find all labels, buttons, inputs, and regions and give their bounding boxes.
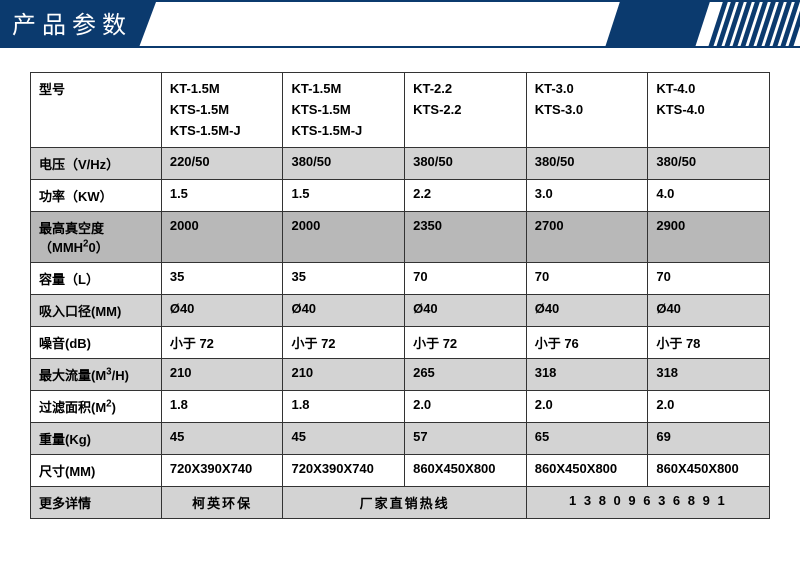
cell: 小于 72	[161, 327, 283, 359]
cell: 2.0	[405, 391, 527, 423]
cell: 2900	[648, 212, 770, 263]
page-title: 产品参数	[0, 2, 156, 48]
cell: 380/50	[526, 148, 648, 180]
cell: 220/50	[161, 148, 283, 180]
cell: 小于 76	[526, 327, 648, 359]
cell: 720X390X740	[161, 455, 283, 487]
label-size: 尺寸(MM)	[31, 455, 162, 487]
row-filter: 过滤面积(M2) 1.8 1.8 2.0 2.0 2.0	[31, 391, 770, 423]
cell-model-5: KT-4.0KTS-4.0	[648, 73, 770, 148]
row-power: 功率（KW） 1.5 1.5 2.2 3.0 4.0	[31, 180, 770, 212]
cell: 4.0	[648, 180, 770, 212]
cell: 380/50	[648, 148, 770, 180]
row-more: 更多详情 柯英环保 厂家直销热线 1 3 8 0 9 6 3 6 8 9 1	[31, 487, 770, 519]
row-size: 尺寸(MM) 720X390X740 720X390X740 860X450X8…	[31, 455, 770, 487]
footer-brand: 柯英环保	[161, 487, 283, 519]
cell: 35	[161, 263, 283, 295]
cell: 小于 78	[648, 327, 770, 359]
label-flow: 最大流量(M3/H)	[31, 359, 162, 391]
cell: 小于 72	[283, 327, 405, 359]
cell: Ø40	[526, 295, 648, 327]
cell: 2.0	[648, 391, 770, 423]
cell: Ø40	[648, 295, 770, 327]
cell: 380/50	[405, 148, 527, 180]
label-model: 型号	[31, 73, 162, 148]
cell: 2.2	[405, 180, 527, 212]
cell: 1.5	[283, 180, 405, 212]
row-voltage: 电压（V/Hz） 220/50 380/50 380/50 380/50 380…	[31, 148, 770, 180]
cell: 70	[526, 263, 648, 295]
cell: 1.8	[283, 391, 405, 423]
cell-model-3: KT-2.2KTS-2.2	[405, 73, 527, 148]
cell: 35	[283, 263, 405, 295]
cell: 860X450X800	[526, 455, 648, 487]
label-vacuum: 最高真空度（MMH20）	[31, 212, 162, 263]
row-capacity: 容量（L） 35 35 70 70 70	[31, 263, 770, 295]
row-noise: 噪音(dB) 小于 72 小于 72 小于 72 小于 76 小于 78	[31, 327, 770, 359]
cell: 2.0	[526, 391, 648, 423]
cell: 2000	[283, 212, 405, 263]
cell: 69	[648, 423, 770, 455]
cell: 318	[648, 359, 770, 391]
cell: 1.8	[161, 391, 283, 423]
cell: 45	[161, 423, 283, 455]
cell: Ø40	[283, 295, 405, 327]
cell: 380/50	[283, 148, 405, 180]
label-filter: 过滤面积(M2)	[31, 391, 162, 423]
cell: 2700	[526, 212, 648, 263]
cell: 70	[648, 263, 770, 295]
label-voltage: 电压（V/Hz）	[31, 148, 162, 180]
cell-model-4: KT-3.0KTS-3.0	[526, 73, 648, 148]
row-inlet: 吸入口径(MM) Ø40 Ø40 Ø40 Ø40 Ø40	[31, 295, 770, 327]
cell: 70	[405, 263, 527, 295]
label-capacity: 容量（L）	[31, 263, 162, 295]
cell: 210	[161, 359, 283, 391]
cell: 860X450X800	[405, 455, 527, 487]
cell: 57	[405, 423, 527, 455]
row-weight: 重量(Kg) 45 45 57 65 69	[31, 423, 770, 455]
cell: 720X390X740	[283, 455, 405, 487]
cell: 45	[283, 423, 405, 455]
footer-phone: 1 3 8 0 9 6 3 6 8 9 1	[526, 487, 769, 519]
row-model: 型号 KT-1.5MKTS-1.5MKTS-1.5M-J KT-1.5MKTS-…	[31, 73, 770, 148]
cell: 210	[283, 359, 405, 391]
header-decoration	[592, 2, 800, 48]
cell: 小于 72	[405, 327, 527, 359]
cell: 3.0	[526, 180, 648, 212]
cell: 2000	[161, 212, 283, 263]
cell-model-1: KT-1.5MKTS-1.5MKTS-1.5M-J	[161, 73, 283, 148]
cell-model-2: KT-1.5MKTS-1.5MKTS-1.5M-J	[283, 73, 405, 148]
label-weight: 重量(Kg)	[31, 423, 162, 455]
label-power: 功率（KW）	[31, 180, 162, 212]
row-flow: 最大流量(M3/H) 210 210 265 318 318	[31, 359, 770, 391]
label-more: 更多详情	[31, 487, 162, 519]
cell: 265	[405, 359, 527, 391]
label-inlet: 吸入口径(MM)	[31, 295, 162, 327]
header-bar: 产品参数	[0, 0, 800, 48]
footer-hotline-label: 厂家直销热线	[283, 487, 526, 519]
cell: Ø40	[405, 295, 527, 327]
cell: Ø40	[161, 295, 283, 327]
label-noise: 噪音(dB)	[31, 327, 162, 359]
spec-table-container: 型号 KT-1.5MKTS-1.5MKTS-1.5M-J KT-1.5MKTS-…	[30, 72, 770, 519]
row-vacuum: 最高真空度（MMH20） 2000 2000 2350 2700 2900	[31, 212, 770, 263]
cell: 860X450X800	[648, 455, 770, 487]
cell: 2350	[405, 212, 527, 263]
cell: 318	[526, 359, 648, 391]
cell: 1.5	[161, 180, 283, 212]
spec-table: 型号 KT-1.5MKTS-1.5MKTS-1.5M-J KT-1.5MKTS-…	[30, 72, 770, 519]
cell: 65	[526, 423, 648, 455]
